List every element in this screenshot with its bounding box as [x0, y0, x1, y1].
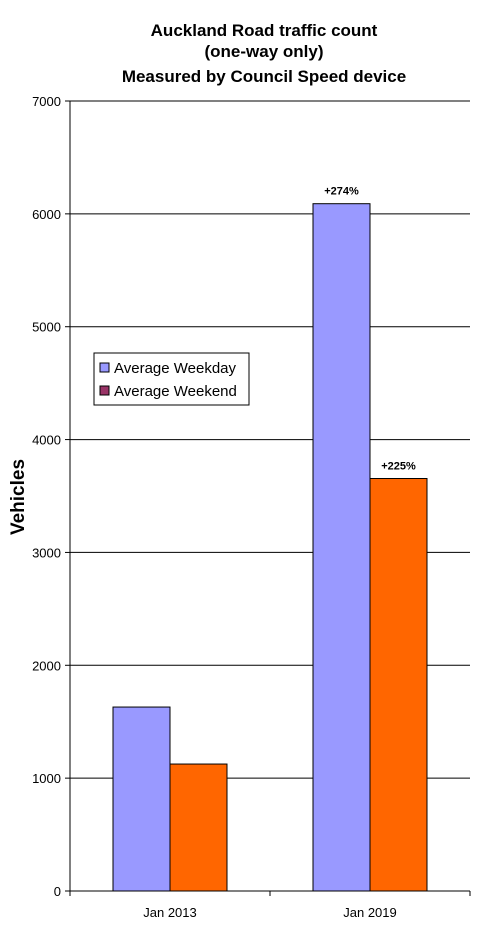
chart-title-line-1: Auckland Road traffic count [151, 21, 378, 40]
y-tick-label: 0 [54, 884, 61, 899]
bars [112, 203, 428, 892]
gridlines [70, 100, 470, 779]
chart-title-line-2: (one-way only) [204, 42, 323, 61]
legend-swatch [99, 362, 110, 373]
x-tick-label: Jan 2019 [343, 905, 397, 920]
y-tick-label: 7000 [32, 94, 61, 109]
y-tick-label: 4000 [32, 433, 61, 448]
y-tick-label: 3000 [32, 545, 61, 560]
y-tick-label: 5000 [32, 320, 61, 335]
legend-label: Average Weekday [114, 360, 237, 377]
y-tick-label: 6000 [32, 207, 61, 222]
x-tick-label: Jan 2013 [143, 905, 197, 920]
bar [112, 706, 171, 892]
legend-label: Average Weekend [114, 383, 237, 400]
legend: Average Weekday Average Weekend [93, 352, 250, 406]
bar [312, 203, 371, 892]
x-tick-labels: Jan 2013 Jan 2019 [143, 905, 397, 920]
bar [169, 763, 228, 892]
chart-title-line-3: Measured by Council Speed device [122, 67, 406, 86]
legend-swatch [99, 385, 110, 396]
legend-box [93, 352, 250, 406]
y-tick-label: 2000 [32, 658, 61, 673]
y-tick-label: 1000 [32, 771, 61, 786]
data-label: +225% [381, 461, 416, 473]
axes [65, 100, 471, 896]
chart-title: Auckland Road traffic count (one-way onl… [122, 21, 406, 86]
y-axis-label: Vehicles [8, 459, 29, 535]
data-label: +274% [324, 186, 359, 198]
bar [369, 478, 428, 892]
data-labels: +274% +225% [324, 186, 416, 473]
y-tick-labels: 0 1000 2000 3000 4000 5000 6000 7000 [32, 94, 61, 899]
